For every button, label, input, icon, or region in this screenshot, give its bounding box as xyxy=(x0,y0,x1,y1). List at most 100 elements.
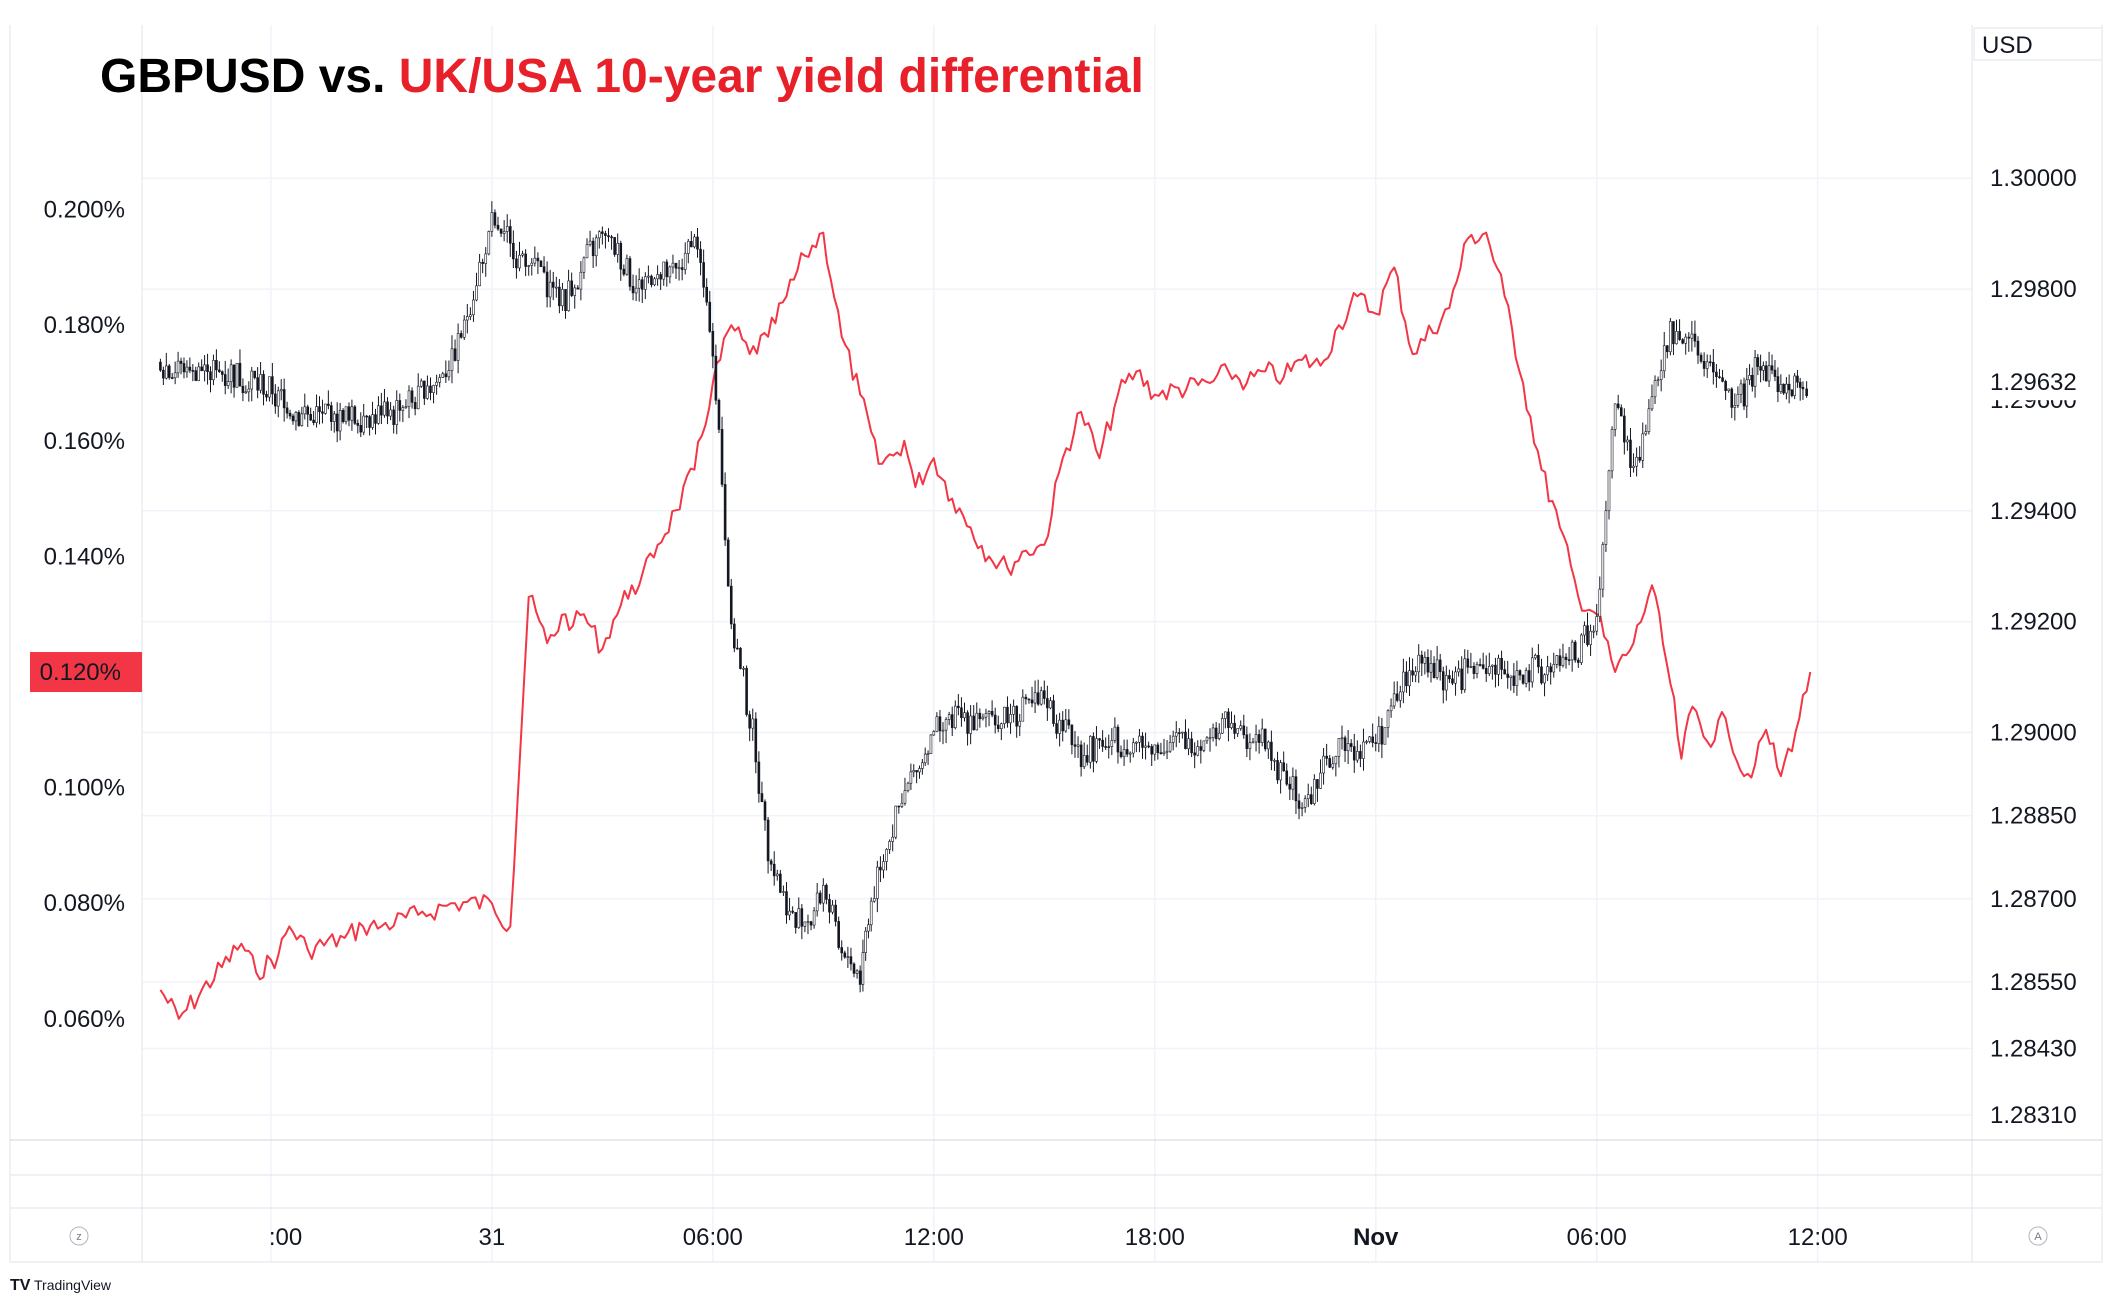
candle-body xyxy=(1583,625,1586,636)
candle-body xyxy=(276,390,280,407)
candle-body xyxy=(1733,405,1737,408)
candle-body xyxy=(1626,439,1629,443)
candle-body xyxy=(350,406,354,421)
scale-settings-left[interactable]: z xyxy=(69,1226,89,1246)
candle-body xyxy=(591,240,595,257)
candle-body xyxy=(247,388,251,393)
candle-body xyxy=(1693,333,1697,342)
candle-body xyxy=(250,370,254,390)
candle-body xyxy=(754,718,758,763)
candle-body xyxy=(1150,746,1154,755)
candle-body xyxy=(490,212,494,232)
candle-body xyxy=(206,364,209,373)
candle-body xyxy=(843,952,847,958)
candle-body xyxy=(1555,655,1559,665)
candle-body xyxy=(1319,772,1322,789)
candle-body xyxy=(194,370,198,381)
candle-body xyxy=(1751,375,1754,387)
candle-body xyxy=(800,908,804,927)
candle-body xyxy=(1432,663,1436,678)
candle-body xyxy=(944,719,948,731)
candle-body xyxy=(1589,630,1592,645)
last-value-label: 0.120% xyxy=(40,659,121,686)
candle-body xyxy=(262,374,265,395)
candle-body xyxy=(1386,710,1390,728)
candle-body xyxy=(1441,671,1445,691)
candle-body xyxy=(508,226,512,244)
candle-body xyxy=(1398,691,1402,701)
candle-body xyxy=(185,366,189,373)
candle-body xyxy=(165,365,168,379)
candle-body xyxy=(303,406,307,415)
candle-body xyxy=(1756,357,1760,367)
candle-body xyxy=(1309,794,1313,804)
candle-body xyxy=(1021,696,1025,722)
candle-body xyxy=(760,793,764,803)
candle-body xyxy=(496,224,500,230)
candle-body xyxy=(1346,743,1350,752)
candle-body xyxy=(990,711,994,716)
candle-body xyxy=(389,409,392,417)
candle-body xyxy=(438,377,441,383)
candle-body xyxy=(241,385,245,393)
candle-body xyxy=(567,280,570,312)
candle-body xyxy=(1049,700,1052,709)
candle-body xyxy=(984,713,988,718)
candle-body xyxy=(915,770,918,773)
candle-body xyxy=(380,405,383,416)
yield-differential-series xyxy=(159,231,1812,1020)
candle-body xyxy=(644,276,647,290)
candle-body xyxy=(1405,671,1408,687)
candle-body xyxy=(1116,726,1120,753)
candle-body xyxy=(1085,755,1089,763)
candle-body xyxy=(855,970,859,974)
candle-body xyxy=(542,266,546,273)
candle-body xyxy=(739,647,742,669)
candle-body xyxy=(876,866,879,899)
candle-body xyxy=(235,362,239,388)
candle-body xyxy=(1552,664,1556,673)
time-axis[interactable]: :00 31 06:00 12:00 18:00 Nov 06:00 12:00 xyxy=(269,1224,1848,1251)
candle-body xyxy=(1638,456,1641,461)
candle-body xyxy=(321,411,324,414)
candle-body xyxy=(1779,383,1783,393)
candle-body xyxy=(723,484,727,541)
candle-body xyxy=(459,333,463,338)
candle-body xyxy=(981,716,985,720)
candle-body xyxy=(693,236,696,248)
candle-body xyxy=(1739,383,1743,395)
candle-body xyxy=(1184,731,1187,749)
candle-body xyxy=(215,360,218,371)
candle-body xyxy=(610,236,613,239)
candle-body xyxy=(634,287,638,294)
right-tick-label: 1.30000 xyxy=(1990,165,2077,192)
candle-body xyxy=(306,406,310,415)
candle-body xyxy=(1512,675,1516,686)
candle-body xyxy=(179,360,183,364)
candle-body xyxy=(1762,365,1765,371)
tradingview-logo[interactable]: TV TradingView xyxy=(10,1277,112,1294)
candle-body xyxy=(947,714,951,720)
candle-body xyxy=(1009,714,1012,724)
candle-body xyxy=(858,970,862,985)
candle-body xyxy=(1678,331,1681,340)
currency-badge[interactable]: USD xyxy=(1973,27,2103,61)
candle-body xyxy=(573,287,577,296)
candle-body xyxy=(996,724,1000,729)
scale-settings-right[interactable]: A xyxy=(2028,1226,2048,1246)
candle-body xyxy=(736,647,739,650)
candle-body xyxy=(1469,666,1473,668)
candle-body xyxy=(1070,724,1074,746)
candle-body xyxy=(702,262,705,288)
candle-body xyxy=(1073,744,1077,747)
candle-body xyxy=(950,714,954,728)
candle-body xyxy=(1153,744,1157,755)
right-axis[interactable]: 1.30000 1.29800 1.29400 1.29200 1.29000 1.288… xyxy=(1974,165,2100,1129)
candle-body xyxy=(426,385,429,399)
candle-body xyxy=(628,258,632,287)
candle-body xyxy=(1165,750,1169,753)
candle-body xyxy=(717,399,721,430)
candle-body xyxy=(1196,746,1200,756)
candle-body xyxy=(1675,331,1678,345)
candle-body xyxy=(1601,544,1605,590)
